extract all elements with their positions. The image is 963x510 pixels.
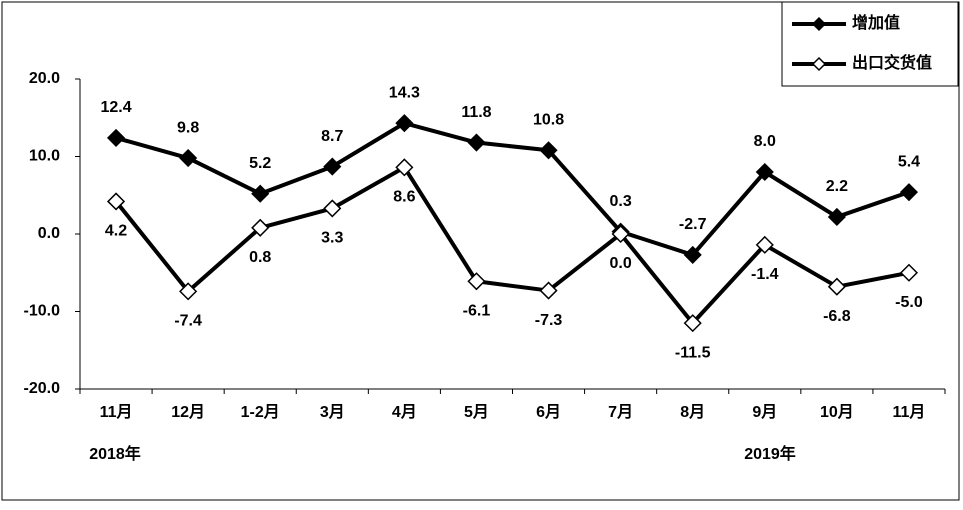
- marker: [611, 224, 630, 244]
- marker: [395, 114, 414, 133]
- x-tick-label: 11月: [892, 403, 925, 421]
- data-label: -7.3: [535, 312, 563, 329]
- marker: [395, 158, 414, 177]
- data-label: 0.3: [610, 193, 632, 210]
- marker: [827, 207, 846, 227]
- data-label: -6.8: [823, 308, 851, 325]
- marker: [251, 218, 270, 237]
- data-label: 2.2: [826, 178, 848, 195]
- legend-box: [781, 1, 959, 87]
- marker: [467, 133, 486, 152]
- marker: [683, 314, 702, 333]
- data-label: 8.7: [321, 128, 343, 145]
- marker: [899, 183, 919, 202]
- marker: [323, 157, 342, 176]
- marker: [323, 199, 342, 218]
- x-tick-label: 12月: [171, 403, 205, 421]
- data-label: 8.6: [393, 189, 415, 206]
- marker: [106, 192, 126, 211]
- x-tick-label: 3月: [320, 403, 345, 421]
- y-tick-label: 0.0: [38, 225, 60, 242]
- data-label: 0.8: [249, 249, 271, 266]
- x-tick-label: 5月: [464, 403, 489, 421]
- data-label: 5.2: [249, 155, 271, 172]
- data-label: 12.4: [100, 99, 131, 116]
- y-tick-label: -20.0: [24, 380, 61, 397]
- x-tick-label: 9月: [752, 403, 777, 421]
- year-annotation: 2018年: [89, 444, 141, 463]
- marker: [899, 263, 919, 282]
- marker: [827, 277, 846, 296]
- marker: [683, 245, 702, 264]
- legend-label: 增加值: [852, 13, 900, 32]
- legend-label: 出口交货值: [852, 53, 932, 72]
- marker: [251, 184, 270, 203]
- marker: [179, 282, 198, 301]
- marker: [179, 148, 198, 168]
- legend-marker: [811, 56, 827, 72]
- x-tick-label: 1-2月: [241, 403, 280, 421]
- data-label: 14.3: [389, 84, 420, 101]
- y-tick-label: 10.0: [29, 148, 60, 165]
- data-label: 9.8: [177, 119, 199, 136]
- data-label: -2.7: [679, 216, 707, 233]
- series-line: [115, 121, 910, 257]
- data-label: -5.0: [895, 294, 923, 311]
- marker: [539, 141, 558, 160]
- data-label: 5.4: [898, 153, 920, 170]
- year-annotation: 2019年: [744, 444, 796, 463]
- x-tick-label: 6月: [536, 403, 561, 421]
- series-line: [114, 165, 910, 326]
- x-tick-label: 8月: [680, 403, 705, 421]
- data-label: -1.4: [751, 266, 779, 283]
- data-label: 4.2: [105, 223, 127, 240]
- marker: [755, 235, 774, 254]
- x-tick-label: 7月: [608, 403, 633, 421]
- frame: [1, 1, 960, 501]
- data-label: 11.8: [461, 104, 491, 121]
- data-label: -6.1: [463, 302, 491, 319]
- legend-marker: [811, 16, 827, 32]
- marker: [467, 272, 486, 291]
- x-tick-label: 10月: [820, 403, 854, 421]
- data-label: 0.0: [610, 255, 632, 272]
- data-label: 10.8: [533, 112, 564, 129]
- x-tick-label: 4月: [392, 403, 417, 421]
- marker: [755, 162, 774, 182]
- data-label: 3.3: [321, 230, 343, 247]
- data-label: -11.5: [675, 344, 711, 361]
- x-tick-label: 11月: [100, 403, 133, 421]
- data-label: 8.0: [754, 133, 776, 150]
- data-label: -7.4: [174, 313, 202, 330]
- y-tick-label: -10.0: [24, 303, 61, 320]
- y-tick-label: 20.0: [29, 70, 60, 87]
- marker: [106, 128, 126, 147]
- marker: [539, 281, 558, 300]
